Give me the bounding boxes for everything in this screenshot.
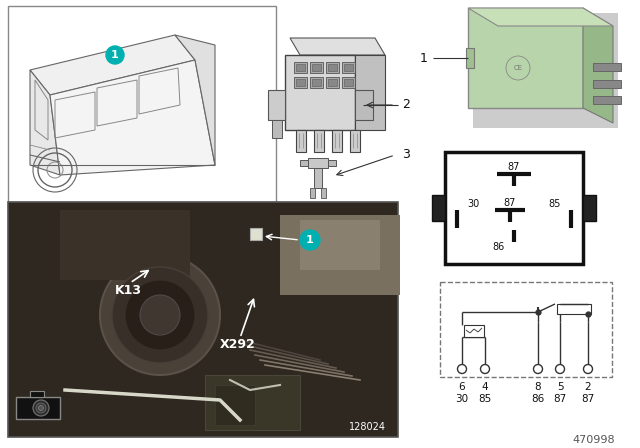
Polygon shape (290, 38, 385, 55)
Text: X292: X292 (220, 339, 256, 352)
Bar (593, 80, 621, 88)
Polygon shape (468, 8, 613, 26)
Text: 30: 30 (456, 394, 468, 404)
Text: 87: 87 (504, 198, 516, 208)
Bar (300, 160, 308, 166)
Bar (342, 62, 355, 73)
Bar (215, 385, 255, 425)
Circle shape (33, 400, 49, 416)
Bar (344, 64, 353, 71)
Text: 5: 5 (557, 382, 563, 392)
Text: 85: 85 (478, 394, 492, 404)
Bar (466, 48, 474, 68)
Text: 87: 87 (508, 162, 520, 172)
Bar (310, 62, 323, 73)
Bar (326, 77, 339, 88)
Circle shape (300, 230, 320, 250)
Bar (328, 160, 336, 166)
Bar (310, 77, 323, 88)
Bar (296, 79, 305, 86)
Bar (296, 130, 306, 152)
Bar (312, 64, 321, 71)
Bar (593, 96, 621, 104)
Bar (468, 8, 583, 108)
Text: 6: 6 (459, 382, 465, 392)
Bar (30, 391, 44, 397)
Circle shape (112, 267, 208, 363)
Text: 3: 3 (402, 148, 410, 161)
Bar (205, 375, 300, 430)
Text: 128024: 128024 (349, 422, 386, 432)
Bar (557, 304, 591, 314)
Bar (593, 63, 621, 71)
Text: 4: 4 (482, 382, 488, 392)
Text: 86: 86 (493, 242, 505, 252)
Bar (8, 202, 398, 437)
Polygon shape (355, 90, 373, 120)
Bar (250, 228, 262, 240)
Polygon shape (30, 35, 195, 95)
Circle shape (106, 46, 124, 64)
Text: 87: 87 (554, 394, 566, 404)
Bar (350, 130, 360, 152)
Text: 87: 87 (581, 394, 595, 404)
Polygon shape (30, 70, 60, 175)
Polygon shape (285, 55, 355, 130)
Bar (294, 77, 307, 88)
Bar (312, 79, 321, 86)
Polygon shape (355, 55, 385, 130)
Bar (8, 6, 276, 202)
Bar (344, 79, 353, 86)
Bar (60, 210, 190, 280)
Circle shape (125, 280, 195, 350)
Text: 1: 1 (420, 52, 428, 65)
Text: 30: 30 (467, 199, 479, 209)
Text: K13: K13 (115, 284, 142, 297)
Text: 86: 86 (531, 394, 545, 404)
Text: 1: 1 (306, 235, 314, 245)
Bar (321, 188, 326, 198)
Text: 2: 2 (402, 99, 410, 112)
Bar (328, 79, 337, 86)
Bar (583, 195, 596, 221)
Circle shape (38, 405, 44, 410)
Text: CE: CE (513, 65, 523, 71)
Bar (473, 13, 618, 128)
Bar (300, 220, 380, 270)
Polygon shape (175, 35, 215, 165)
Circle shape (36, 403, 46, 413)
Text: 2: 2 (585, 382, 591, 392)
Bar (296, 64, 305, 71)
Bar (280, 215, 400, 295)
Bar (464, 325, 484, 337)
Bar (432, 195, 445, 221)
Polygon shape (50, 60, 215, 175)
Bar (342, 77, 355, 88)
Polygon shape (583, 8, 613, 123)
Bar (445, 152, 583, 264)
Text: 85: 85 (548, 199, 561, 209)
Bar (314, 168, 322, 188)
Bar (332, 130, 342, 152)
Polygon shape (272, 120, 282, 138)
Bar (294, 62, 307, 73)
Text: 1: 1 (111, 50, 119, 60)
Text: 470998: 470998 (572, 435, 615, 445)
Bar (308, 158, 328, 168)
Circle shape (100, 255, 220, 375)
Polygon shape (268, 90, 285, 120)
Bar (310, 188, 315, 198)
Bar (314, 130, 324, 152)
Text: 8: 8 (534, 382, 541, 392)
Circle shape (140, 295, 180, 335)
Bar (440, 282, 612, 377)
Bar (326, 62, 339, 73)
Bar (328, 64, 337, 71)
Bar (16, 397, 60, 419)
